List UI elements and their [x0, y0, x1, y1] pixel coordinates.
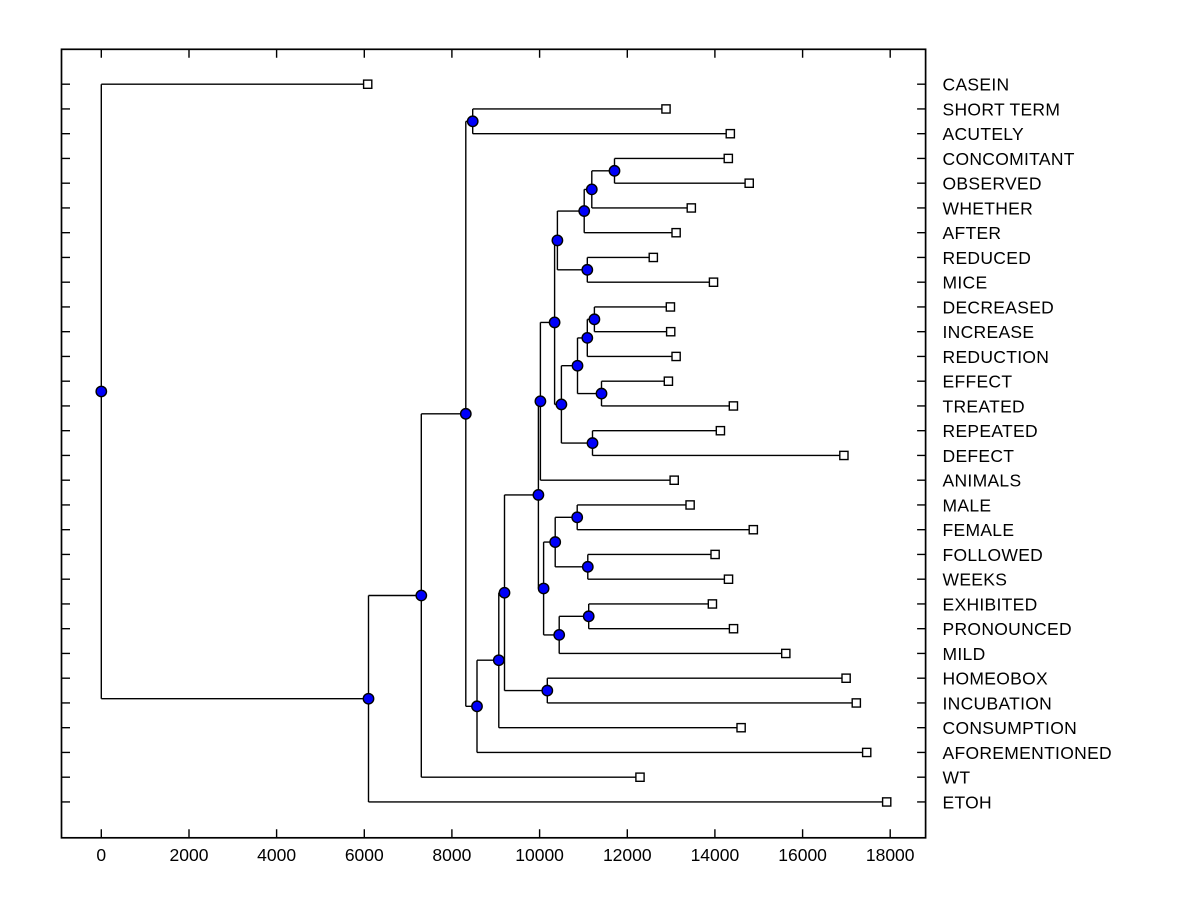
svg-text:FEMALE: FEMALE: [943, 520, 1015, 540]
svg-text:MICE: MICE: [943, 273, 988, 293]
svg-text:DECREASED: DECREASED: [943, 297, 1055, 317]
svg-text:MILD: MILD: [943, 644, 986, 664]
svg-text:SHORT TERM: SHORT TERM: [943, 99, 1061, 119]
svg-text:2000: 2000: [170, 845, 209, 865]
svg-text:CASEIN: CASEIN: [943, 75, 1010, 95]
svg-text:AFTER: AFTER: [943, 223, 1002, 243]
svg-text:ACUTELY: ACUTELY: [943, 124, 1025, 144]
svg-text:6000: 6000: [345, 845, 384, 865]
svg-text:REPEATED: REPEATED: [943, 421, 1038, 441]
svg-text:MALE: MALE: [943, 495, 992, 515]
svg-text:WHETHER: WHETHER: [943, 198, 1034, 218]
svg-text:PRONOUNCED: PRONOUNCED: [943, 619, 1072, 639]
svg-text:ETOH: ETOH: [943, 792, 993, 812]
svg-text:REDUCTION: REDUCTION: [943, 347, 1050, 367]
svg-text:REDUCED: REDUCED: [943, 248, 1032, 268]
svg-text:CONCOMITANT: CONCOMITANT: [943, 149, 1075, 169]
svg-text:12000: 12000: [603, 845, 652, 865]
svg-text:AFOREMENTIONED: AFOREMENTIONED: [943, 743, 1112, 763]
svg-text:INCREASE: INCREASE: [943, 322, 1035, 342]
svg-text:4000: 4000: [257, 845, 296, 865]
svg-text:DEFECT: DEFECT: [943, 446, 1015, 466]
svg-text:10000: 10000: [515, 845, 564, 865]
svg-text:WT: WT: [943, 768, 971, 788]
svg-text:CONSUMPTION: CONSUMPTION: [943, 718, 1078, 738]
svg-text:8000: 8000: [432, 845, 471, 865]
svg-text:TREATED: TREATED: [943, 396, 1025, 416]
svg-text:14000: 14000: [691, 845, 740, 865]
svg-text:0: 0: [96, 845, 106, 865]
svg-text:HOMEOBOX: HOMEOBOX: [943, 669, 1048, 689]
svg-text:ANIMALS: ANIMALS: [943, 471, 1022, 491]
svg-text:OBSERVED: OBSERVED: [943, 174, 1042, 194]
svg-text:FOLLOWED: FOLLOWED: [943, 545, 1044, 565]
svg-text:INCUBATION: INCUBATION: [943, 693, 1053, 713]
svg-text:EFFECT: EFFECT: [943, 372, 1013, 392]
svg-text:EXHIBITED: EXHIBITED: [943, 594, 1038, 614]
svg-text:18000: 18000: [866, 845, 915, 865]
svg-text:16000: 16000: [778, 845, 827, 865]
svg-text:WEEKS: WEEKS: [943, 570, 1008, 590]
